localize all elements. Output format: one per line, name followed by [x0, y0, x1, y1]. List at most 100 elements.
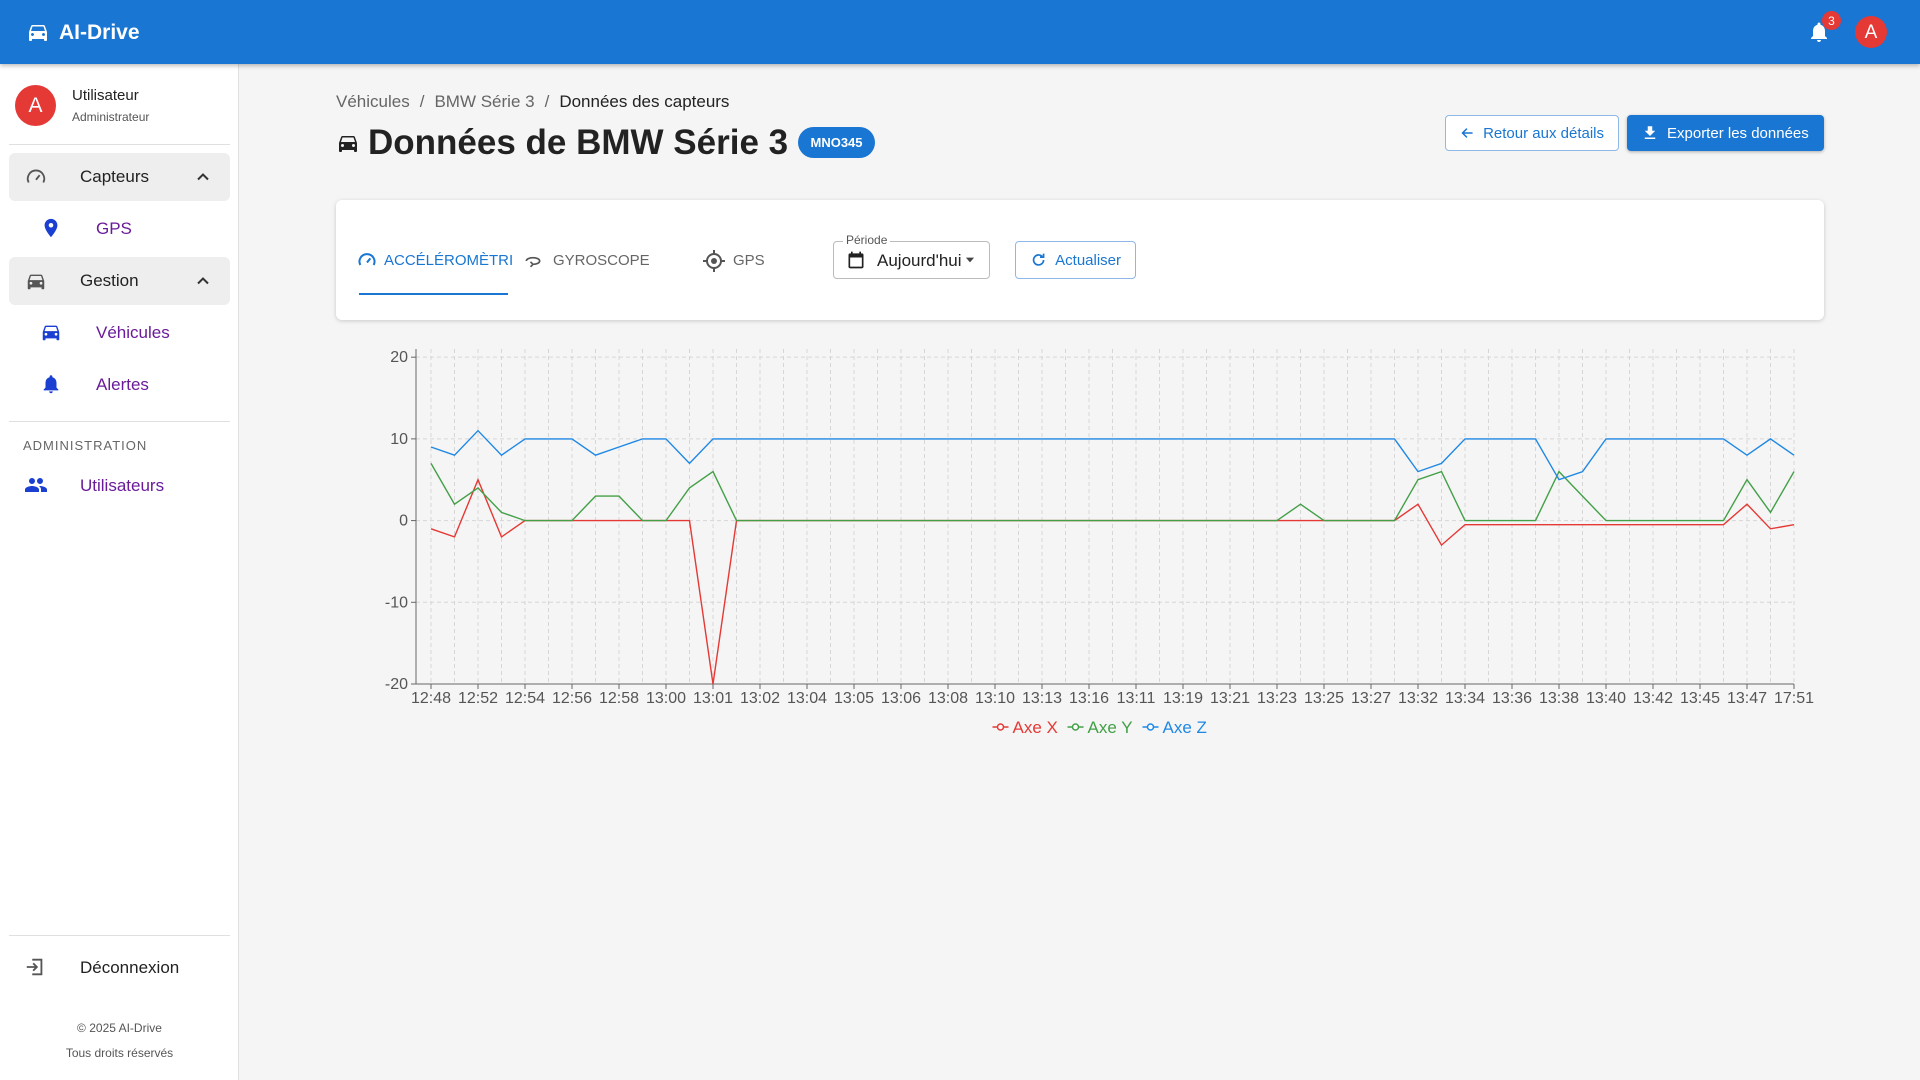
- copyright: © 2025 AI-Drive: [77, 1021, 162, 1035]
- y-tick-label: 0: [399, 513, 408, 530]
- y-tick-label: -20: [385, 676, 408, 693]
- x-tick-label: 13:11: [1117, 690, 1156, 707]
- x-tick-label: 12:48: [411, 690, 451, 707]
- sidebar-avatar: A: [15, 85, 56, 126]
- breadcrumb-separator: /: [544, 92, 550, 111]
- button-label: Actualiser: [1055, 251, 1121, 269]
- nav-link[interactable]: GPS: [96, 219, 132, 238]
- user-name: Utilisateur: [72, 87, 139, 104]
- section-label: ADMINISTRATION: [23, 438, 148, 453]
- x-tick-label: 13:08: [928, 690, 968, 707]
- tab[interactable]: GYROSCOPE: [553, 252, 650, 269]
- breadcrumb-link[interactable]: Véhicules: [336, 92, 410, 111]
- y-tick-label: 20: [390, 349, 408, 366]
- divider: [9, 935, 230, 936]
- rotate-icon: [525, 256, 541, 268]
- x-tick-label: 13:16: [1069, 690, 1109, 707]
- arrow-icon: [1461, 128, 1473, 138]
- target-icon: [703, 250, 725, 272]
- dropdown-icon: [965, 257, 975, 263]
- legend-label: Axe Y: [1088, 718, 1133, 737]
- users-icon: [25, 478, 47, 492]
- nav-group[interactable]: [9, 153, 230, 201]
- legend-item: Axe X: [992, 718, 1058, 737]
- data-line: [430, 463, 1795, 522]
- breadcrumb: Véhicules / BMW Série 3 / Données des ca…: [336, 93, 729, 110]
- nav-link[interactable]: Utilisateurs: [80, 476, 165, 495]
- button-label: Retour aux détails: [1483, 124, 1604, 142]
- breadcrumb-separator: /: [419, 92, 425, 111]
- select-label: Période: [843, 234, 891, 246]
- speed-icon: [26, 169, 46, 183]
- tab-active[interactable]: ACCÉLÉROMÈTRI: [384, 252, 514, 269]
- breadcrumb-link[interactable]: BMW Série 3: [434, 92, 535, 111]
- refresh-icon: [1032, 253, 1045, 266]
- y-tick-label: -10: [385, 594, 408, 611]
- x-tick-label: 13:38: [1539, 690, 1579, 707]
- legend-marker: [1146, 723, 1155, 731]
- car-icon: [29, 25, 47, 41]
- back-button[interactable]: Retour aux détails: [1445, 115, 1619, 151]
- button-label: Exporter les données: [1667, 124, 1809, 142]
- logout-button[interactable]: Déconnexion: [80, 958, 180, 977]
- x-tick-label: 13:02: [740, 690, 780, 707]
- x-tick-label: 13:01: [693, 690, 733, 707]
- x-tick-label: 13:00: [646, 690, 686, 707]
- x-tick-label: 12:56: [552, 690, 592, 707]
- divider: [9, 144, 230, 145]
- x-tick-label: 12:54: [505, 690, 545, 707]
- nav-link[interactable]: Véhicules: [96, 323, 170, 342]
- x-tick-label: 13:40: [1586, 690, 1626, 707]
- calendar-icon: [848, 251, 864, 269]
- x-tick-label: 13:32: [1398, 690, 1438, 707]
- bell-icon: [43, 375, 59, 394]
- tab-indicator: [359, 293, 508, 295]
- download-icon: [1644, 126, 1656, 139]
- gps-icon: [44, 218, 58, 238]
- collapse-icon[interactable]: [193, 167, 213, 187]
- select-value: Aujourd'hui: [877, 251, 962, 270]
- nav-label[interactable]: Gestion: [80, 271, 139, 290]
- nav-group[interactable]: [9, 257, 230, 305]
- plate-chip: MNO345: [798, 127, 875, 158]
- legend-item: Axe Y: [1067, 718, 1133, 737]
- breadcrumb-current: Données des capteurs: [559, 92, 730, 111]
- export-button[interactable]: Exporter les données: [1627, 115, 1824, 151]
- legend-marker: [996, 723, 1005, 731]
- x-tick-label: 13:36: [1492, 690, 1532, 707]
- sidebar: A Utilisateur Administrateur Capteurs GP…: [0, 64, 239, 1080]
- x-tick-label: 13:05: [834, 690, 874, 707]
- app-title: AI-Drive: [59, 21, 140, 44]
- x-tick-label: 13:34: [1445, 690, 1485, 707]
- rights: Tous droits réservés: [65, 1046, 174, 1060]
- user-role: Administrateur: [72, 110, 150, 124]
- x-tick-label: 12:58: [599, 690, 639, 707]
- nav-label[interactable]: Capteurs: [80, 167, 149, 186]
- legend-marker: [1071, 723, 1080, 731]
- legend-label: Axe Z: [1163, 718, 1207, 737]
- divider: [9, 421, 230, 422]
- x-tick-label: 13:04: [787, 690, 827, 707]
- legend-label: Axe X: [1013, 718, 1058, 737]
- x-tick-label: 12:52: [458, 690, 498, 707]
- period-select[interactable]: [833, 241, 990, 279]
- x-tick-label: 13:42: [1633, 690, 1673, 707]
- tab[interactable]: GPS: [733, 252, 765, 269]
- x-tick-label: 13:19: [1163, 690, 1203, 707]
- x-tick-label: 13:10: [975, 690, 1015, 707]
- x-tick-label: 13:21: [1210, 690, 1250, 707]
- x-tick-label: 13:13: [1022, 690, 1062, 707]
- x-tick-label: 13:23: [1257, 690, 1297, 707]
- user-avatar[interactable]: A: [1855, 16, 1887, 48]
- collapse-icon[interactable]: [193, 271, 213, 291]
- notifications-button[interactable]: [1807, 20, 1831, 44]
- nav-link[interactable]: Alertes: [96, 375, 149, 394]
- x-tick-label: 13:27: [1351, 690, 1391, 707]
- app-bar: AI-Drive 3 A: [0, 0, 1920, 64]
- logout-icon: [26, 958, 43, 976]
- car-icon: [339, 136, 357, 152]
- refresh-button[interactable]: Actualiser: [1015, 241, 1136, 279]
